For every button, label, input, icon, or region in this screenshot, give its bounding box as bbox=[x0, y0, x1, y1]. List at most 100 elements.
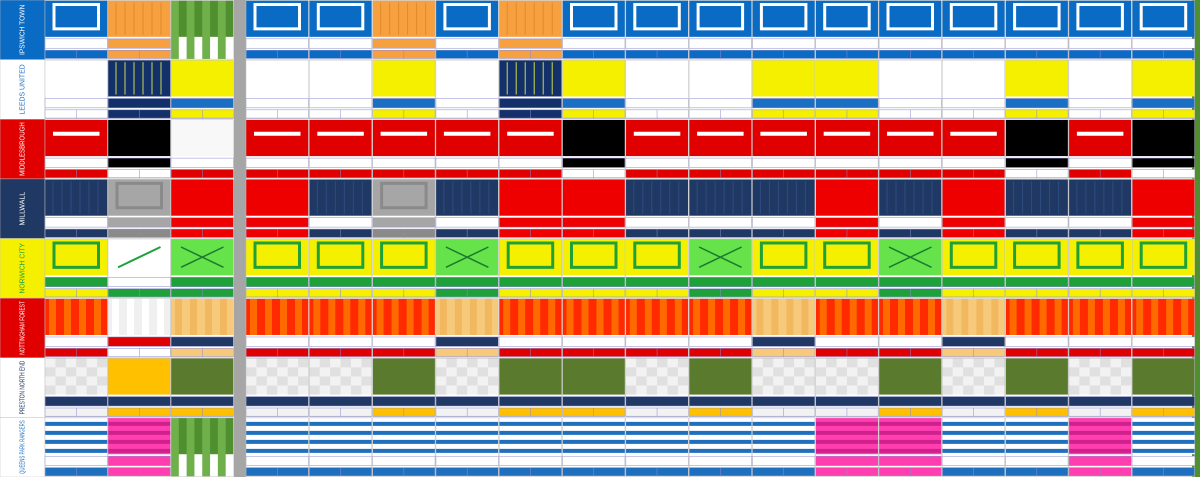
shorts bbox=[562, 217, 626, 228]
shirt-detail bbox=[456, 385, 468, 395]
shirt-detail bbox=[49, 298, 56, 335]
cell-border bbox=[1068, 358, 1132, 418]
kit bbox=[815, 358, 879, 418]
team-label-cell bbox=[0, 0, 46, 60]
cell-border bbox=[815, 59, 879, 119]
shirt-detail bbox=[309, 367, 320, 377]
shirt bbox=[45, 119, 108, 157]
cell-border bbox=[309, 358, 373, 418]
shirt-detail bbox=[562, 430, 625, 435]
shirt-detail bbox=[942, 385, 953, 395]
shorts bbox=[752, 157, 816, 168]
shirt-detail bbox=[446, 358, 457, 368]
shirt-detail bbox=[1068, 448, 1132, 453]
shirt-detail bbox=[380, 241, 428, 269]
shorts bbox=[44, 396, 108, 407]
shirt-detail bbox=[804, 376, 815, 386]
kit bbox=[498, 119, 562, 179]
shirt bbox=[625, 119, 689, 157]
shirt-detail bbox=[287, 367, 299, 377]
kit bbox=[878, 0, 942, 60]
shirt-detail bbox=[976, 298, 984, 335]
shirt-detail bbox=[256, 376, 267, 386]
shirt-detail bbox=[175, 298, 182, 335]
shirt-detail bbox=[421, 298, 429, 335]
cell-border bbox=[1131, 298, 1195, 358]
cell-border bbox=[498, 358, 562, 418]
shorts bbox=[688, 336, 752, 347]
shorts bbox=[625, 396, 689, 407]
shirt bbox=[689, 60, 752, 97]
shorts bbox=[107, 277, 171, 287]
shirt-detail bbox=[752, 385, 763, 395]
shirt-detail bbox=[1181, 298, 1189, 335]
shirt bbox=[879, 119, 942, 157]
kit bbox=[1005, 358, 1069, 418]
kit bbox=[1131, 417, 1195, 477]
shirt-detail bbox=[886, 3, 934, 31]
shirt-detail bbox=[340, 376, 351, 386]
shirt bbox=[309, 179, 372, 216]
shirt-detail bbox=[657, 376, 668, 386]
shorts bbox=[44, 98, 108, 109]
kit bbox=[878, 417, 942, 477]
kit bbox=[942, 238, 1006, 298]
shorts bbox=[815, 336, 879, 347]
cell-border bbox=[688, 179, 752, 239]
shorts bbox=[878, 157, 942, 168]
kit bbox=[942, 179, 1006, 239]
team-label: PRESTON NORTH END bbox=[19, 361, 26, 415]
shirt-detail bbox=[570, 3, 618, 31]
shirt-detail bbox=[786, 298, 794, 335]
shirt-detail bbox=[477, 367, 488, 377]
shirt-detail bbox=[864, 298, 872, 335]
shirt-detail bbox=[857, 385, 868, 395]
shorts bbox=[625, 336, 689, 347]
shirt-detail bbox=[756, 298, 764, 335]
kit bbox=[878, 238, 942, 298]
shirt-detail bbox=[499, 430, 562, 435]
shorts bbox=[1131, 396, 1195, 407]
shirt-detail bbox=[783, 358, 795, 368]
shirt-detail bbox=[1132, 448, 1195, 453]
shorts bbox=[1005, 38, 1069, 49]
cell-border bbox=[562, 358, 626, 418]
shorts bbox=[815, 157, 879, 168]
shirt-detail bbox=[499, 448, 562, 453]
kit bbox=[1005, 417, 1069, 477]
shirt-detail bbox=[380, 131, 428, 136]
shirt-detail bbox=[961, 298, 969, 335]
shirt-detail bbox=[446, 376, 457, 386]
grass-stripe bbox=[217, 0, 226, 60]
shorts bbox=[752, 217, 816, 228]
shorts bbox=[309, 38, 373, 49]
shorts bbox=[498, 217, 562, 228]
kit bbox=[170, 179, 234, 239]
shirt-detail bbox=[253, 3, 301, 31]
shorts bbox=[44, 336, 108, 347]
shirt-detail bbox=[1072, 298, 1080, 335]
shirt-detail bbox=[689, 430, 752, 435]
shirt-detail bbox=[406, 298, 414, 335]
shorts bbox=[498, 336, 562, 347]
grass-edge bbox=[1192, 0, 1200, 477]
cell-border bbox=[498, 119, 562, 179]
kit bbox=[107, 358, 171, 418]
kit bbox=[942, 298, 1006, 358]
shirt-detail bbox=[1132, 439, 1195, 444]
cell-border bbox=[562, 298, 626, 358]
kit bbox=[1005, 119, 1069, 179]
shorts bbox=[688, 277, 752, 287]
shirt-detail bbox=[435, 367, 447, 377]
kit bbox=[815, 0, 879, 60]
cell-border bbox=[309, 238, 373, 298]
shirt-detail bbox=[316, 241, 365, 269]
shirt-detail bbox=[391, 298, 399, 335]
kit bbox=[170, 0, 234, 60]
kit bbox=[562, 59, 626, 119]
shirt-detail bbox=[625, 421, 689, 426]
shirt-detail bbox=[1120, 376, 1132, 386]
kit bbox=[107, 179, 171, 239]
kit bbox=[44, 119, 108, 179]
shirt-detail bbox=[879, 439, 942, 444]
